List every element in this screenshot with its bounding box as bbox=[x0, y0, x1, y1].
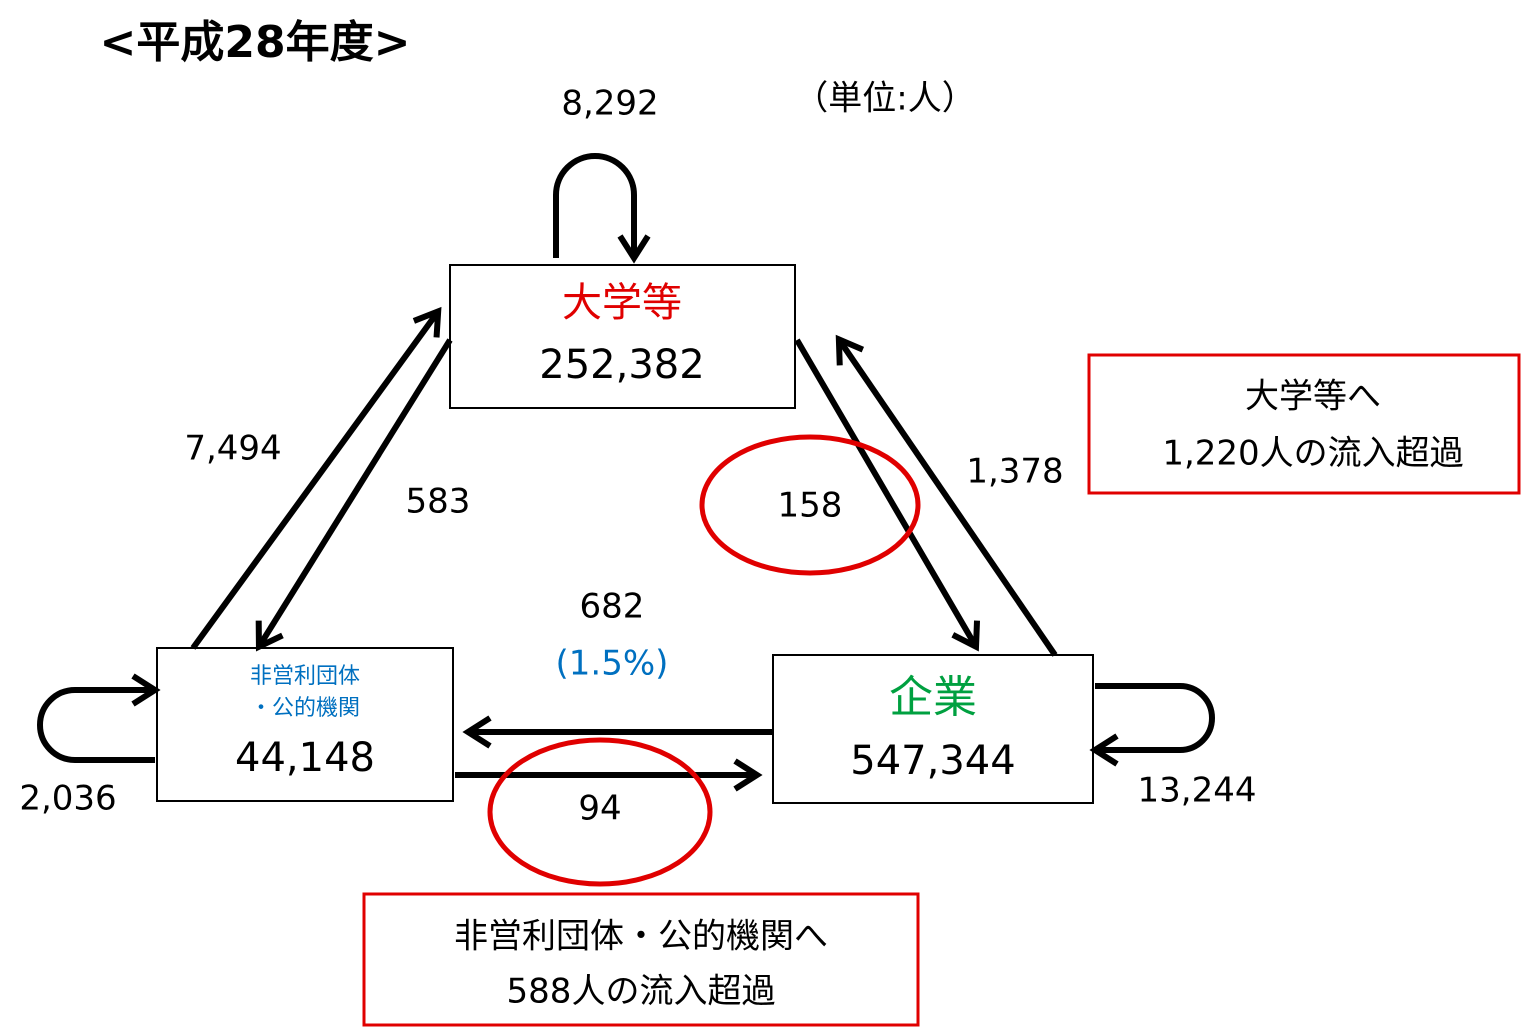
self-loop-arrow bbox=[1089, 683, 1215, 767]
title: <平成28年度> bbox=[100, 17, 411, 68]
node-value: 547,344 bbox=[850, 738, 1015, 784]
unit: （単位:人） bbox=[794, 79, 975, 119]
callout-box bbox=[362, 892, 920, 1027]
self-loop-arrow bbox=[37, 673, 161, 763]
callout-text: 大学等へ bbox=[1245, 377, 1381, 417]
callout-text: 非営利団体・公的機関へ bbox=[454, 917, 828, 957]
flow-label: 1,378 bbox=[966, 452, 1063, 492]
highlight-ellipse bbox=[699, 434, 921, 576]
self-loop-arrow bbox=[553, 153, 651, 264]
flow-label: 2,036 bbox=[19, 779, 116, 819]
company-box bbox=[772, 654, 1094, 804]
flow-label: 8,292 bbox=[561, 84, 658, 124]
flow-label: 13,244 bbox=[1138, 771, 1257, 811]
callout-text: 1,220人の流入超過 bbox=[1162, 434, 1463, 474]
node-label: 非営利団体 bbox=[250, 664, 360, 689]
flow-label: 158 bbox=[778, 486, 843, 526]
flow-arrow bbox=[190, 306, 442, 650]
flow-arrow bbox=[255, 338, 453, 652]
node-value: 44,148 bbox=[235, 735, 375, 781]
flow-label: 7,494 bbox=[184, 429, 281, 469]
node-label: 企業 bbox=[889, 672, 977, 723]
flow-label: 583 bbox=[406, 482, 471, 522]
node-label: ・公的機関 bbox=[250, 696, 360, 721]
flow-label: 682 bbox=[580, 587, 645, 627]
node-value: 252,382 bbox=[539, 342, 704, 388]
node-label: 大学等 bbox=[562, 280, 682, 326]
flow-arrow bbox=[794, 338, 981, 652]
university-box bbox=[449, 264, 796, 409]
nonprofit-box bbox=[156, 647, 454, 802]
flow-share: (1.5%) bbox=[556, 644, 669, 684]
highlight-ellipse bbox=[487, 737, 713, 887]
flow-label: 94 bbox=[578, 789, 621, 829]
callout-text: 588人の流入超過 bbox=[507, 972, 776, 1012]
callout-box bbox=[1087, 353, 1521, 495]
flow-arrow bbox=[835, 334, 1058, 657]
